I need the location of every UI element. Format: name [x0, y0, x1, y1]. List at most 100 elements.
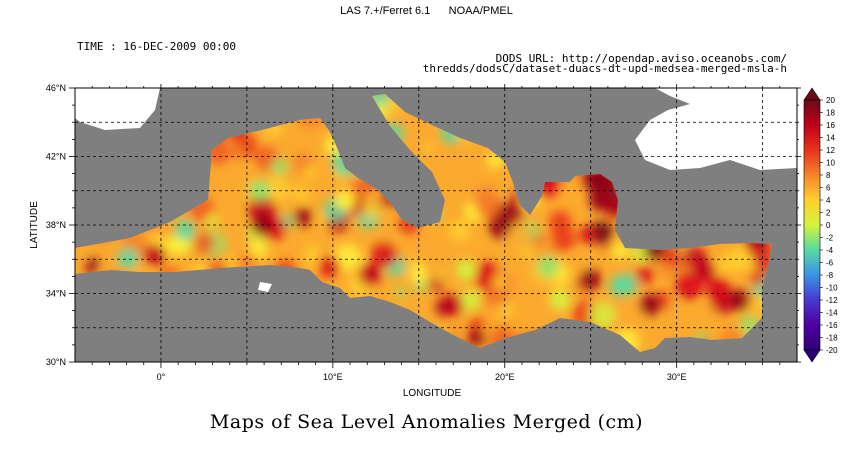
- anomaly-blob: [351, 179, 369, 197]
- anomaly-blob: [472, 186, 499, 212]
- map-caption: Maps of Sea Level Anomalies Merged (cm): [209, 411, 644, 433]
- colorbar-tick-label: -2: [826, 234, 834, 243]
- org-label: NOAA/PMEL: [448, 5, 513, 17]
- anomaly-cool-patch: [550, 290, 570, 310]
- colorbar-tick-label: 14: [826, 134, 835, 143]
- anomaly-blob: [750, 270, 766, 286]
- colorbar-tick-label: 2: [826, 209, 831, 218]
- anomaly-warm-patch: [144, 244, 166, 266]
- colorbar-tick-label: 20: [826, 96, 835, 105]
- anomaly-blob: [409, 266, 429, 286]
- anomaly-blob: [228, 144, 245, 161]
- colorbar-gradient: [803, 99, 821, 351]
- anomaly-blob: [467, 328, 487, 348]
- anomaly-warm-patch: [694, 259, 716, 281]
- missing-data-areas: [75, 88, 797, 292]
- anomaly-blob: [724, 250, 746, 273]
- colorbar-tick-label: 0: [826, 221, 831, 230]
- anomaly-blob: [563, 252, 588, 277]
- colorbar-tick-label: -4: [826, 246, 834, 255]
- anomaly-blob: [306, 244, 319, 256]
- anomaly-blob: [508, 222, 533, 247]
- anomaly-cool-patch: [175, 220, 195, 240]
- y-axis-title: LATITUDE: [29, 201, 40, 249]
- anomaly-blob: [550, 226, 577, 252]
- x-tick-label: 30°E: [667, 372, 687, 382]
- anomaly-warm-patch: [441, 294, 463, 316]
- anomaly-cool-patch: [118, 248, 138, 268]
- colorbar-tick-label: -14: [826, 309, 838, 318]
- anomaly-blob: [705, 276, 731, 302]
- software-label: LAS 7.+/Ferret 6.1: [340, 5, 431, 17]
- y-tick-label: 34°N: [46, 289, 66, 299]
- anomaly-blob: [415, 280, 427, 293]
- anomaly-warm-patch: [729, 289, 751, 311]
- colorbar-tick-label: 18: [826, 109, 835, 118]
- anomaly-blob: [362, 198, 383, 219]
- colorbar-tick-label: -18: [826, 334, 838, 343]
- time-label: TIME : 16-DEC-2009 00:00: [77, 40, 236, 53]
- colorbar-tick-label: 16: [826, 121, 835, 130]
- anomaly-blob: [478, 261, 493, 277]
- dods-url-line-1: DODS URL: http://opendap.aviso.oceanobs.…: [495, 52, 787, 65]
- anomaly-warm-patch: [589, 189, 611, 211]
- x-tick-label: 0°: [157, 372, 166, 382]
- y-tick-label: 38°N: [46, 220, 66, 230]
- anomaly-blob: [483, 304, 507, 327]
- colorbar-tick-label: -6: [826, 259, 834, 268]
- missing-area-ne: [635, 88, 797, 170]
- colorbar-tick-label: -8: [826, 271, 834, 280]
- anomaly-blob: [318, 256, 341, 278]
- anomaly-blob: [428, 268, 440, 281]
- colorbar-bottom-arrow: [803, 349, 821, 363]
- anomaly-blob: [619, 304, 644, 329]
- anomaly-blob: [395, 287, 406, 298]
- anomaly-blob: [271, 158, 288, 175]
- anomaly-blob: [411, 260, 423, 271]
- anomaly-cool-patch: [335, 190, 355, 210]
- anomaly-blob: [83, 257, 101, 274]
- missing-area-lake: [258, 282, 272, 292]
- anomaly-blob: [536, 255, 559, 278]
- anomaly-blob: [635, 265, 654, 285]
- colorbar-tick-label: -16: [826, 321, 838, 330]
- y-tick-label: 42°N: [46, 152, 66, 162]
- colorbar-top-arrow: [803, 87, 821, 101]
- anomaly-blob: [224, 255, 239, 270]
- anomaly-blob: [193, 232, 216, 255]
- y-tick-label: 30°N: [46, 357, 66, 367]
- anomaly-warm-patch: [639, 294, 661, 316]
- anomaly-blob: [236, 164, 259, 187]
- anomaly-blob: [304, 166, 317, 179]
- anomaly-blob: [293, 207, 313, 227]
- anomaly-blob: [466, 233, 486, 254]
- x-tick-label: 10°E: [323, 372, 343, 382]
- anomaly-blob: [370, 241, 398, 269]
- colorbar-tick-label: 10: [826, 159, 835, 168]
- anomaly-blob: [695, 302, 716, 323]
- dods-url-line-2: thredds/dodsC/dataset-duacs-dt-upd-medse…: [422, 62, 787, 75]
- x-tick-label: 20°E: [495, 372, 515, 382]
- colorbar-tick-label: -20: [826, 346, 838, 355]
- colorbar-labels: 20181614121086420-2-4-6-8-10-12-14-16-18…: [820, 96, 838, 355]
- anomaly-blob: [263, 176, 290, 202]
- anomaly-blob: [334, 243, 362, 272]
- y-axis: 30°N 34°N 38°N 42°N 46°N: [46, 83, 801, 367]
- anomaly-blob: [75, 248, 87, 261]
- graticule: [75, 88, 797, 362]
- anomaly-blob: [662, 247, 681, 266]
- colorbar-tick-label: -10: [826, 284, 838, 293]
- anomaly-blob: [578, 225, 597, 244]
- anomaly-cool-patch: [610, 276, 630, 296]
- colorbar-tick-label: 6: [826, 184, 831, 193]
- anomaly-warm-patch: [359, 264, 381, 286]
- anomaly-warm-patch: [579, 269, 601, 291]
- missing-area-nw: [75, 88, 160, 130]
- anomaly-cool-patch: [456, 260, 476, 280]
- y-tick-label: 46°N: [46, 83, 66, 93]
- x-axis: 0° 10°E 20°E 30°E: [91, 84, 781, 382]
- anomaly-blob: [448, 219, 471, 242]
- anomaly-cool-patch: [250, 180, 270, 200]
- colorbar-tick-label: -12: [826, 296, 838, 305]
